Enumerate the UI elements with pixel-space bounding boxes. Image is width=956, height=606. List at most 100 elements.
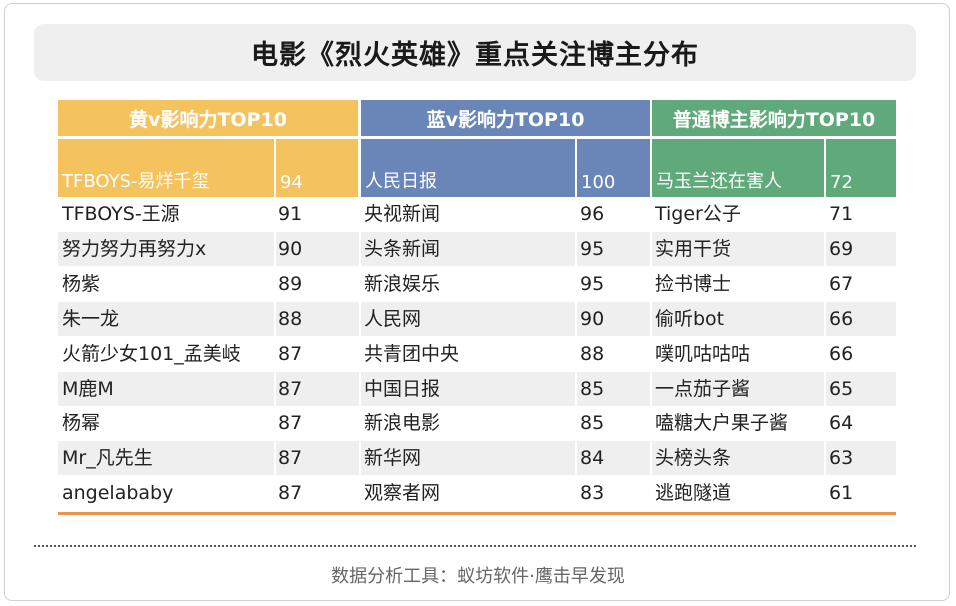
cell-yellow-v-name: 杨紫 xyxy=(62,272,101,295)
column-separator xyxy=(274,231,276,266)
cell-ordinary-name: 逃跑隧道 xyxy=(655,482,732,505)
cell-yellow-v-name: Mr_凡先生 xyxy=(62,447,153,470)
cell-ordinary-score: 61 xyxy=(829,482,854,505)
group-header-ordinary: 普通博主影响力TOP10 xyxy=(652,100,896,136)
column-separator xyxy=(575,371,577,406)
cell-ordinary-name: 捡书博士 xyxy=(655,272,732,295)
cell-blue-v-score: 95 xyxy=(580,272,605,295)
cell-yellow-v-score: 90 xyxy=(278,237,303,260)
cell-yellow-v-score: 87 xyxy=(278,342,303,365)
top-name-blue-v: 人民日报 xyxy=(361,139,575,197)
column-separator xyxy=(650,406,652,441)
column-separator xyxy=(274,301,276,336)
column-separator xyxy=(824,336,826,371)
cell-ordinary-score: 71 xyxy=(829,203,854,225)
cell-yellow-v-name: 朱一龙 xyxy=(62,307,120,330)
cell-blue-v-name: 人民网 xyxy=(364,307,422,330)
cell-yellow-v-score: 87 xyxy=(278,482,303,505)
cell-blue-v-name: 头条新闻 xyxy=(364,237,441,260)
column-separator xyxy=(274,336,276,371)
column-separator xyxy=(575,266,577,301)
column-separator xyxy=(824,231,826,266)
group-header-yellow-v: 黄v影响力TOP10 xyxy=(58,100,358,136)
card-frame xyxy=(4,3,950,601)
column-separator xyxy=(824,266,826,301)
column-separator xyxy=(650,476,652,511)
column-separator xyxy=(274,266,276,301)
cell-blue-v-name: 新浪娱乐 xyxy=(364,272,441,295)
column-separator xyxy=(575,231,577,266)
top-score-blue-v: 100 xyxy=(577,139,650,197)
cell-yellow-v-name: M鹿M xyxy=(62,377,114,400)
column-separator xyxy=(575,197,577,231)
cell-ordinary-score: 65 xyxy=(829,377,854,400)
column-separator xyxy=(650,301,652,336)
column-separator xyxy=(824,301,826,336)
column-separator xyxy=(359,266,361,301)
column-separator xyxy=(359,336,361,371)
cell-ordinary-score: 66 xyxy=(829,307,854,330)
cell-blue-v-name: 新华网 xyxy=(364,447,422,470)
column-separator xyxy=(359,476,361,511)
chart-title: 电影《烈火英雄》重点关注博主分布 xyxy=(251,40,699,71)
table-row: angelababy 87 观察者网 83 逃跑隧道 61 xyxy=(58,476,896,511)
title-bar: 电影《烈火英雄》重点关注博主分布 xyxy=(34,24,916,81)
cell-yellow-v-score: 87 xyxy=(278,377,303,400)
cell-yellow-v-name: 努力努力再努力x xyxy=(62,237,207,260)
column-separator xyxy=(359,197,361,231)
column-separator xyxy=(650,371,652,406)
cell-ordinary-name: 嗑糖大户果子酱 xyxy=(655,412,789,435)
table-row: M鹿M 87 中国日报 85 一点茄子酱 65 xyxy=(58,371,896,406)
cell-ordinary-name: Tiger公子 xyxy=(655,203,741,225)
column-separator xyxy=(359,371,361,406)
cell-yellow-v-name: angelababy xyxy=(62,482,174,505)
cell-yellow-v-score: 88 xyxy=(278,307,303,330)
cell-ordinary-score: 67 xyxy=(829,272,854,295)
table-row: 杨幂 87 新浪电影 85 嗑糖大户果子酱 64 xyxy=(58,406,896,441)
table-row: TFBOYS-王源 91 央视新闻 96 Tiger公子 71 xyxy=(58,197,896,231)
column-separator xyxy=(575,301,577,336)
top-name-ordinary: 马玉兰还在害人 xyxy=(652,139,824,197)
cell-blue-v-name: 共青团中央 xyxy=(364,342,460,365)
column-separator xyxy=(824,197,826,231)
table-row: 努力努力再努力x 90 头条新闻 95 实用干货 69 xyxy=(58,231,896,266)
cell-blue-v-name: 中国日报 xyxy=(364,377,441,400)
cell-blue-v-score: 85 xyxy=(580,377,605,400)
column-separator xyxy=(274,476,276,511)
group-header-blue-v: 蓝v影响力TOP10 xyxy=(361,100,650,136)
cell-ordinary-name: 一点茄子酱 xyxy=(655,377,751,400)
column-separator xyxy=(359,301,361,336)
cell-yellow-v-score: 87 xyxy=(278,447,303,470)
column-separator xyxy=(575,441,577,476)
table-row: 火箭少女101_孟美岐 87 共青团中央 88 噗叽咕咕咕 66 xyxy=(58,336,896,371)
column-separator xyxy=(274,371,276,406)
cell-yellow-v-score: 89 xyxy=(278,272,303,295)
cell-blue-v-name: 观察者网 xyxy=(364,482,441,505)
cell-ordinary-score: 63 xyxy=(829,447,854,470)
column-separator xyxy=(274,406,276,441)
column-separator xyxy=(650,266,652,301)
cell-yellow-v-name: TFBOYS-王源 xyxy=(62,203,180,225)
column-separator xyxy=(824,476,826,511)
footer-source: 数据分析工具：蚁坊软件·鹰击早发现 xyxy=(331,566,625,587)
cell-blue-v-name: 央视新闻 xyxy=(364,203,441,225)
table-row: 杨紫 89 新浪娱乐 95 捡书博士 67 xyxy=(58,266,896,301)
column-separator xyxy=(650,441,652,476)
cell-blue-v-score: 95 xyxy=(580,237,605,260)
table-bottom-rule xyxy=(58,512,896,515)
column-separator xyxy=(575,336,577,371)
table-row: 朱一龙 88 人民网 90 偷听bot 66 xyxy=(58,301,896,336)
column-separator xyxy=(824,406,826,441)
cell-ordinary-score: 69 xyxy=(829,237,854,260)
column-separator xyxy=(824,371,826,406)
dotted-divider xyxy=(34,545,916,547)
cell-blue-v-score: 85 xyxy=(580,412,605,435)
cell-ordinary-name: 噗叽咕咕咕 xyxy=(655,342,751,365)
cell-blue-v-score: 88 xyxy=(580,342,605,365)
top-score-yellow-v: 94 xyxy=(276,139,358,197)
column-separator xyxy=(650,336,652,371)
cell-ordinary-score: 66 xyxy=(829,342,854,365)
cell-yellow-v-name: 火箭少女101_孟美岐 xyxy=(62,342,241,365)
column-separator xyxy=(274,441,276,476)
column-separator xyxy=(575,476,577,511)
